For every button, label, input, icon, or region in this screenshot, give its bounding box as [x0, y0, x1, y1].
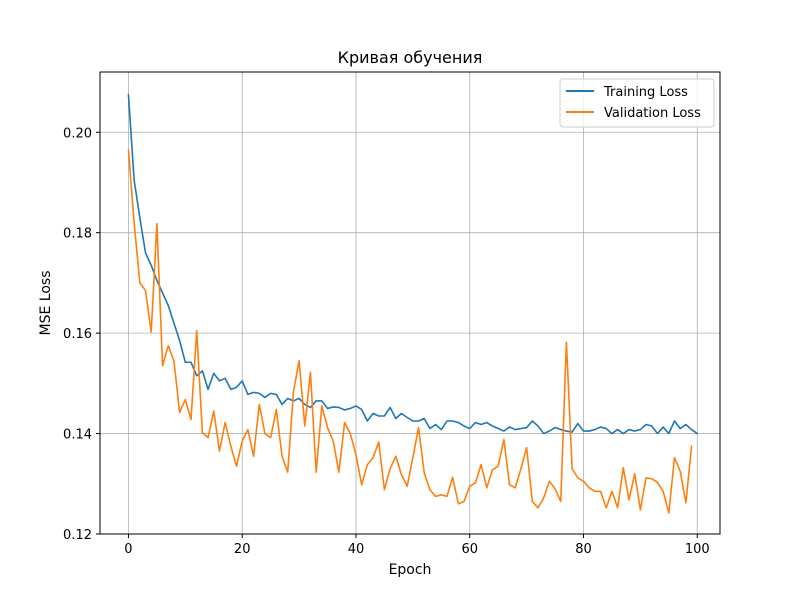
x-tick-label: 60	[461, 542, 478, 557]
x-axis-label: Epoch	[389, 562, 432, 578]
legend-label-training: Training Loss	[603, 85, 688, 100]
legend: Training Loss Validation Loss	[559, 78, 715, 128]
chart-title: Кривая обучения	[338, 48, 483, 67]
x-tick-label: 100	[685, 542, 710, 557]
x-tick-label: 20	[234, 542, 251, 557]
x-tick-label: 40	[348, 542, 365, 557]
y-tick-label: 0.14	[63, 428, 92, 443]
plot-area-frame	[99, 71, 721, 535]
x-tick-label: 80	[575, 542, 592, 557]
x-tick-label: 0	[124, 542, 132, 557]
legend-label-validation: Validation Loss	[604, 106, 701, 121]
legend-frame	[559, 78, 715, 128]
y-axis-ticks: 0.12 0.14 0.16 0.18 0.20	[63, 126, 100, 543]
series-line-training-loss	[127, 93, 699, 435]
plot-series	[127, 93, 699, 514]
y-tick-label: 0.12	[63, 528, 92, 543]
y-tick-label: 0.20	[63, 126, 92, 141]
y-axis-label: MSE Loss	[38, 271, 54, 336]
y-tick-label: 0.18	[63, 227, 92, 242]
x-axis-ticks: 0 20 40 60 80 100	[124, 534, 710, 557]
series-line-validation-loss	[127, 149, 693, 514]
y-tick-label: 0.16	[63, 327, 92, 342]
